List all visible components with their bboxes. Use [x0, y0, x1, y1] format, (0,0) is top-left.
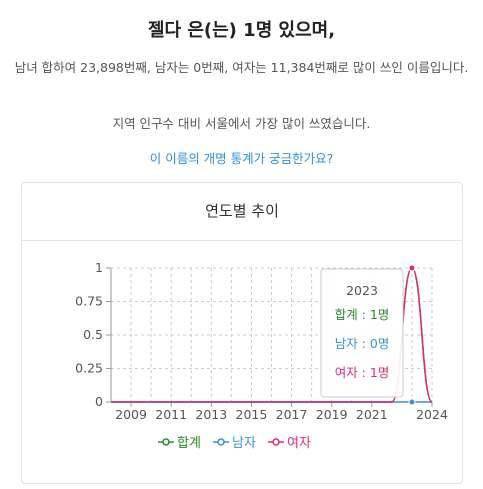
- x-tick-label: 2017: [276, 407, 308, 422]
- data-point-male: [408, 398, 416, 406]
- legend-label-total: 합계: [177, 436, 201, 451]
- legend-marker-male: [217, 438, 225, 446]
- card-title: 연도별 추이: [22, 183, 462, 241]
- rename-stats-link[interactable]: 이 이름의 개명 통계가 궁금한가요?: [149, 151, 334, 166]
- x-tick-label: 2021: [356, 407, 388, 422]
- legend-label-male: 남자: [232, 436, 256, 451]
- tooltip-total: 합계 : 1명: [335, 307, 390, 322]
- y-tick-label: 0.75: [75, 294, 103, 309]
- series-line-female: [111, 267, 433, 403]
- x-tick-label: 2024: [416, 407, 448, 422]
- x-tick-label: 2009: [115, 407, 147, 422]
- y-tick-label: 0.25: [75, 361, 103, 376]
- y-tick-label: 1: [95, 260, 103, 275]
- x-tick-label: 2013: [195, 407, 227, 422]
- legend-marker-female: [272, 438, 280, 446]
- x-tick-label: 2015: [236, 407, 268, 422]
- x-tick-label: 2019: [316, 407, 348, 422]
- legend-marker-total: [162, 438, 170, 446]
- x-tick-label: 2011: [155, 407, 187, 422]
- region-note: 지역 인구수 대비 서울에서 가장 많이 쓰였습니다.: [112, 116, 371, 131]
- y-tick-label: 0: [95, 394, 103, 409]
- data-point-female: [408, 264, 416, 272]
- tooltip-female: 여자 : 1명: [335, 365, 390, 380]
- tooltip-year: 2023: [346, 283, 378, 298]
- page-title: 젤다 은(는) 1명 있으며,: [147, 20, 336, 41]
- y-tick-label: 0.5: [83, 327, 103, 342]
- legend-label-female: 여자: [287, 436, 311, 451]
- tooltip-male: 남자 : 0명: [335, 336, 390, 351]
- rank-description: 남녀 합하여 23,898번째, 남자는 0번째, 여자는 11,384번째로 …: [14, 60, 469, 75]
- chart-tooltip: 2023 합계 : 1명 남자 : 0명 여자 : 1명: [320, 268, 404, 398]
